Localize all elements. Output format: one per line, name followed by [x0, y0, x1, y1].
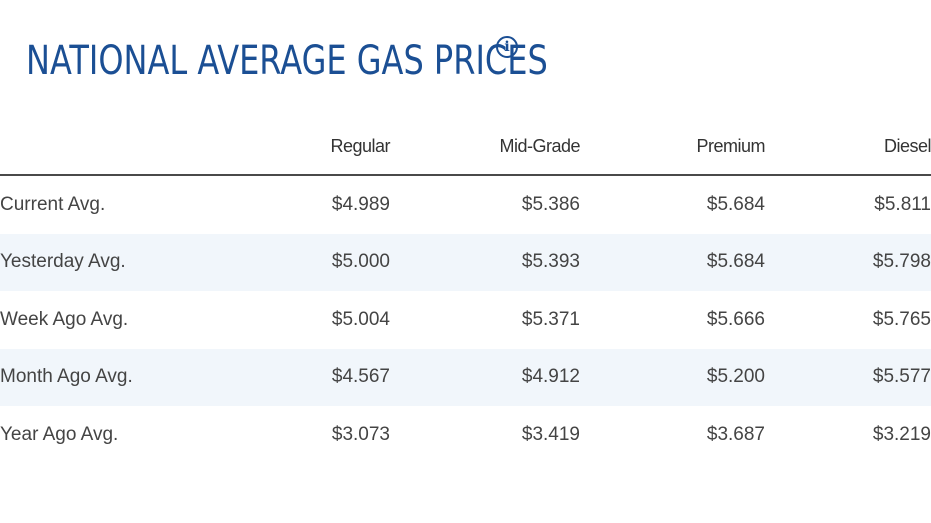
table-row: Current Avg. $4.989 $5.386 $5.684 $5.811	[0, 175, 931, 234]
premium-price: $3.687	[706, 423, 765, 445]
regular-price: $5.000	[280, 233, 390, 291]
gas-prices-table: Regular Mid-Grade Premium Diesel Current…	[0, 118, 931, 464]
row-label: Year Ago Avg.	[0, 423, 119, 445]
table-row: Week Ago Avg. $5.004 $5.371 $5.666 $5.76…	[0, 291, 931, 349]
row-label: Current Avg.	[0, 193, 106, 215]
mid-grade-price: $5.393	[390, 233, 580, 291]
column-header-premium: Premium	[580, 118, 766, 176]
column-header-mid-grade: Mid-Grade	[390, 118, 581, 176]
column-header-diesel: Diesel	[765, 118, 931, 176]
regular-price: $4.567	[280, 348, 390, 406]
table-row: Year Ago Avg. $3.073 $3.419 $3.687 $3.21…	[0, 406, 931, 464]
premium-price: $5.684	[706, 193, 765, 215]
page-title: NATIONAL AVERAGE GAS PRICES	[26, 38, 548, 84]
row-label: Week Ago Avg.	[0, 308, 129, 330]
table-row: Yesterday Avg. $5.000 $5.393 $5.684 $5.7…	[0, 233, 931, 291]
regular-price: $3.073	[331, 423, 390, 445]
info-icon[interactable]: i	[496, 36, 518, 58]
mid-grade-price: $5.371	[521, 308, 580, 330]
mid-grade-price: $5.386	[521, 193, 580, 215]
diesel-price: $3.219	[872, 423, 931, 445]
row-label: Yesterday Avg.	[0, 233, 280, 291]
regular-price: $5.004	[331, 308, 390, 330]
mid-grade-price: $4.912	[390, 348, 580, 406]
regular-price: $4.989	[331, 193, 390, 215]
diesel-price: $5.577	[765, 348, 931, 406]
premium-price: $5.666	[706, 308, 765, 330]
diesel-price: $5.765	[872, 308, 931, 330]
mid-grade-price: $3.419	[521, 423, 580, 445]
column-header-regular: Regular	[280, 118, 391, 176]
table-row: Month Ago Avg. $4.567 $4.912 $5.200 $5.5…	[0, 348, 931, 406]
premium-price: $5.200	[580, 348, 765, 406]
table-header-row: Regular Mid-Grade Premium Diesel	[0, 118, 931, 176]
column-header-label	[0, 118, 280, 176]
premium-price: $5.684	[580, 233, 765, 291]
diesel-price: $5.798	[765, 233, 931, 291]
diesel-price: $5.811	[874, 193, 931, 215]
row-label: Month Ago Avg.	[0, 348, 280, 406]
title-row: NATIONAL AVERAGE GAS PRICES i	[26, 36, 678, 86]
